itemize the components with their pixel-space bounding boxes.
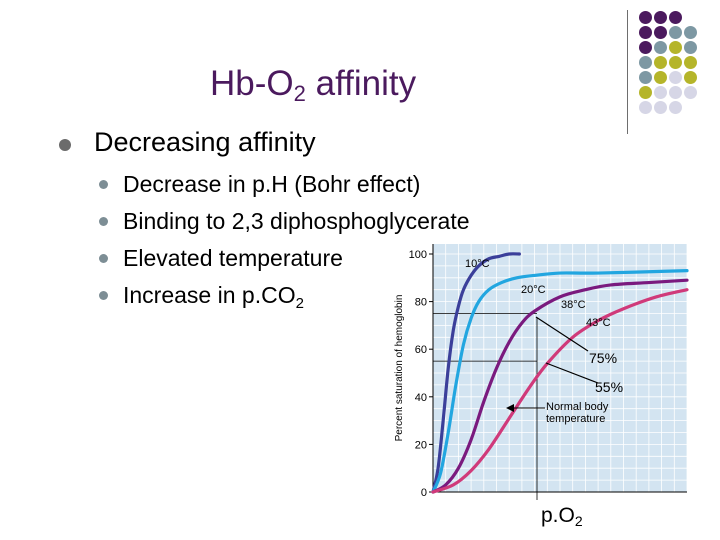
y-tick-label: 20 xyxy=(415,439,427,451)
annotation-arrow-head xyxy=(506,404,514,412)
series-label: 38°C xyxy=(561,299,586,311)
decorative-dot xyxy=(684,86,697,99)
main-bullet-text: Decreasing affinity xyxy=(94,127,316,157)
decorative-dot xyxy=(654,56,667,69)
sub-bullet-dot xyxy=(99,217,108,226)
y-ticks: 0 20 40 60 80 100 xyxy=(409,249,433,499)
decorative-dot xyxy=(669,71,682,84)
decorative-dot xyxy=(669,26,682,39)
decorative-dot xyxy=(654,26,667,39)
sub-bullet-text: Elevated temperature xyxy=(123,245,343,271)
annotation-text: Normal body xyxy=(546,401,609,413)
decorative-dot xyxy=(669,11,682,24)
decorative-dot xyxy=(654,41,667,54)
annotation-text: temperature xyxy=(546,413,605,425)
slide-title: Hb-O2 affinity xyxy=(210,64,417,106)
decorative-dot xyxy=(684,41,697,54)
sub-bullet-dot xyxy=(99,291,108,300)
decorative-dot xyxy=(684,56,697,69)
curve-20c xyxy=(431,269,689,494)
y-tick-label: 40 xyxy=(415,392,427,404)
sub-bullet-text: Binding to 2,3 diphosphoglycerate xyxy=(123,208,470,234)
decorative-dot xyxy=(684,71,697,84)
callout-55-text: 55% xyxy=(595,379,623,395)
decorative-dot xyxy=(654,86,667,99)
series-label: 10°C xyxy=(465,258,490,270)
sub-bullet-dot xyxy=(99,180,108,189)
curve-10c xyxy=(431,252,521,494)
curve-38c xyxy=(431,278,689,494)
decorative-dot xyxy=(639,71,652,84)
decorative-dot xyxy=(669,86,682,99)
curve-43c xyxy=(431,288,689,494)
decorative-dot xyxy=(639,41,652,54)
decorative-dot xyxy=(639,26,652,39)
divider-line xyxy=(627,10,628,134)
decorative-dot xyxy=(639,11,652,24)
decorative-dot xyxy=(639,56,652,69)
y-tick-label: 0 xyxy=(421,487,427,499)
y-tick-label: 100 xyxy=(409,249,427,261)
decorative-dot-grid xyxy=(639,11,719,123)
decorative-dot xyxy=(669,56,682,69)
callout-line-75 xyxy=(535,316,589,352)
decorative-dot xyxy=(639,101,652,114)
sub-bullet-text: Decrease in p.H (Bohr effect) xyxy=(123,171,421,197)
series-label: 20°C xyxy=(521,284,546,296)
decorative-dot xyxy=(654,11,667,24)
oxygen-dissociation-chart: 0 20 40 60 80 100 Percent saturation of hemog… xyxy=(394,244,689,500)
callout-75-text: 75% xyxy=(589,350,617,366)
bullet-dot xyxy=(59,139,71,151)
y-axis-label: Percent saturation of hemoglobin xyxy=(394,295,405,442)
decorative-dot xyxy=(654,101,667,114)
callout-line-55 xyxy=(545,362,599,384)
sub-bullet-text: Increase in p.CO2 xyxy=(123,282,304,312)
decorative-dot xyxy=(669,41,682,54)
decorative-dot xyxy=(669,101,682,114)
curves xyxy=(431,252,689,494)
y-tick-label: 60 xyxy=(415,344,427,356)
series-labels: 10°C 20°C 38°C43°C xyxy=(465,258,611,329)
decorative-dot xyxy=(639,86,652,99)
x-axis-label: p.O2 xyxy=(541,504,583,529)
series-label: 43°C xyxy=(586,317,611,329)
sub-bullet-dot xyxy=(99,254,108,263)
decorative-dot xyxy=(654,71,667,84)
y-tick-label: 80 xyxy=(415,297,427,309)
decorative-dot xyxy=(684,26,697,39)
